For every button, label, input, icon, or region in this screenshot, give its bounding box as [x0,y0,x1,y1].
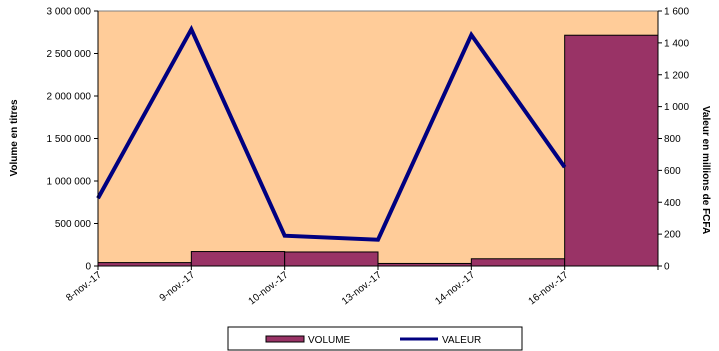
left-axis-tick-label: 1 000 000 [47,177,92,188]
x-axis-tick-label: 8-nov.-17 [64,269,104,303]
x-axis-tick-label: 10-nov.-17 [247,269,291,307]
right-axis-tick-label: 600 [664,166,681,177]
right-axis-tick-label: 1 000 [664,102,689,113]
volume-bar [564,34,659,267]
right-axis-tick-label: 1 200 [664,70,689,81]
right-axis-tick-label: 400 [664,198,681,209]
left-axis-tick-label: 0 [85,262,91,273]
y-axis-title: Volume en titres [9,99,20,176]
y2-axis-title: Valeur en millions de FCFA [700,106,711,234]
left-axis-tick-label: 1 500 000 [47,134,92,145]
left-axis-tick-label: 3 000 000 [47,7,92,18]
right-axis-tick-label: 1 400 [664,38,689,49]
x-axis-tick-label: 13-nov.-17 [340,269,384,307]
volume-bars [97,34,659,267]
volume-bar [97,262,192,267]
valeur-line [96,24,567,242]
legend-label-valeur: VALEUR [442,335,481,346]
left-axis-tick-label: 2 000 000 [47,92,92,103]
left-axis: 0 500 000 1 000 000 1 500 000 2 000 000 2 500… [47,7,99,273]
right-axis-tick-label: 1 600 [664,7,689,18]
legend: VOLUME VALEUR [227,326,523,351]
right-axis-tick-label: 800 [664,134,681,145]
x-axis-tick-label: 9-nov.-17 [158,269,198,303]
valeur-line-layer [96,24,567,242]
x-axis-tick-label: 16-nov.-17 [527,269,571,307]
legend-swatch-volume [265,335,305,343]
volume-bar [284,251,379,267]
volume-bar [470,258,566,267]
left-axis-tick-label: 2 500 000 [47,49,92,60]
right-axis-tick-label: 0 [664,262,670,273]
left-axis-tick-label: 500 000 [55,219,92,230]
right-axis-tick-label: 200 [664,230,681,241]
right-axis: 0 200 400 600 800 1 000 1 200 1 400 1 600 [657,7,689,273]
x-axis-tick-label: 14-nov.-17 [433,269,477,307]
legend-label-volume: VOLUME [308,335,351,346]
volume-bar [190,251,286,267]
legend-box [227,326,523,351]
x-axis: 8-nov.-17 9-nov.-17 10-nov.-17 13-nov.-17 14… [64,265,659,307]
